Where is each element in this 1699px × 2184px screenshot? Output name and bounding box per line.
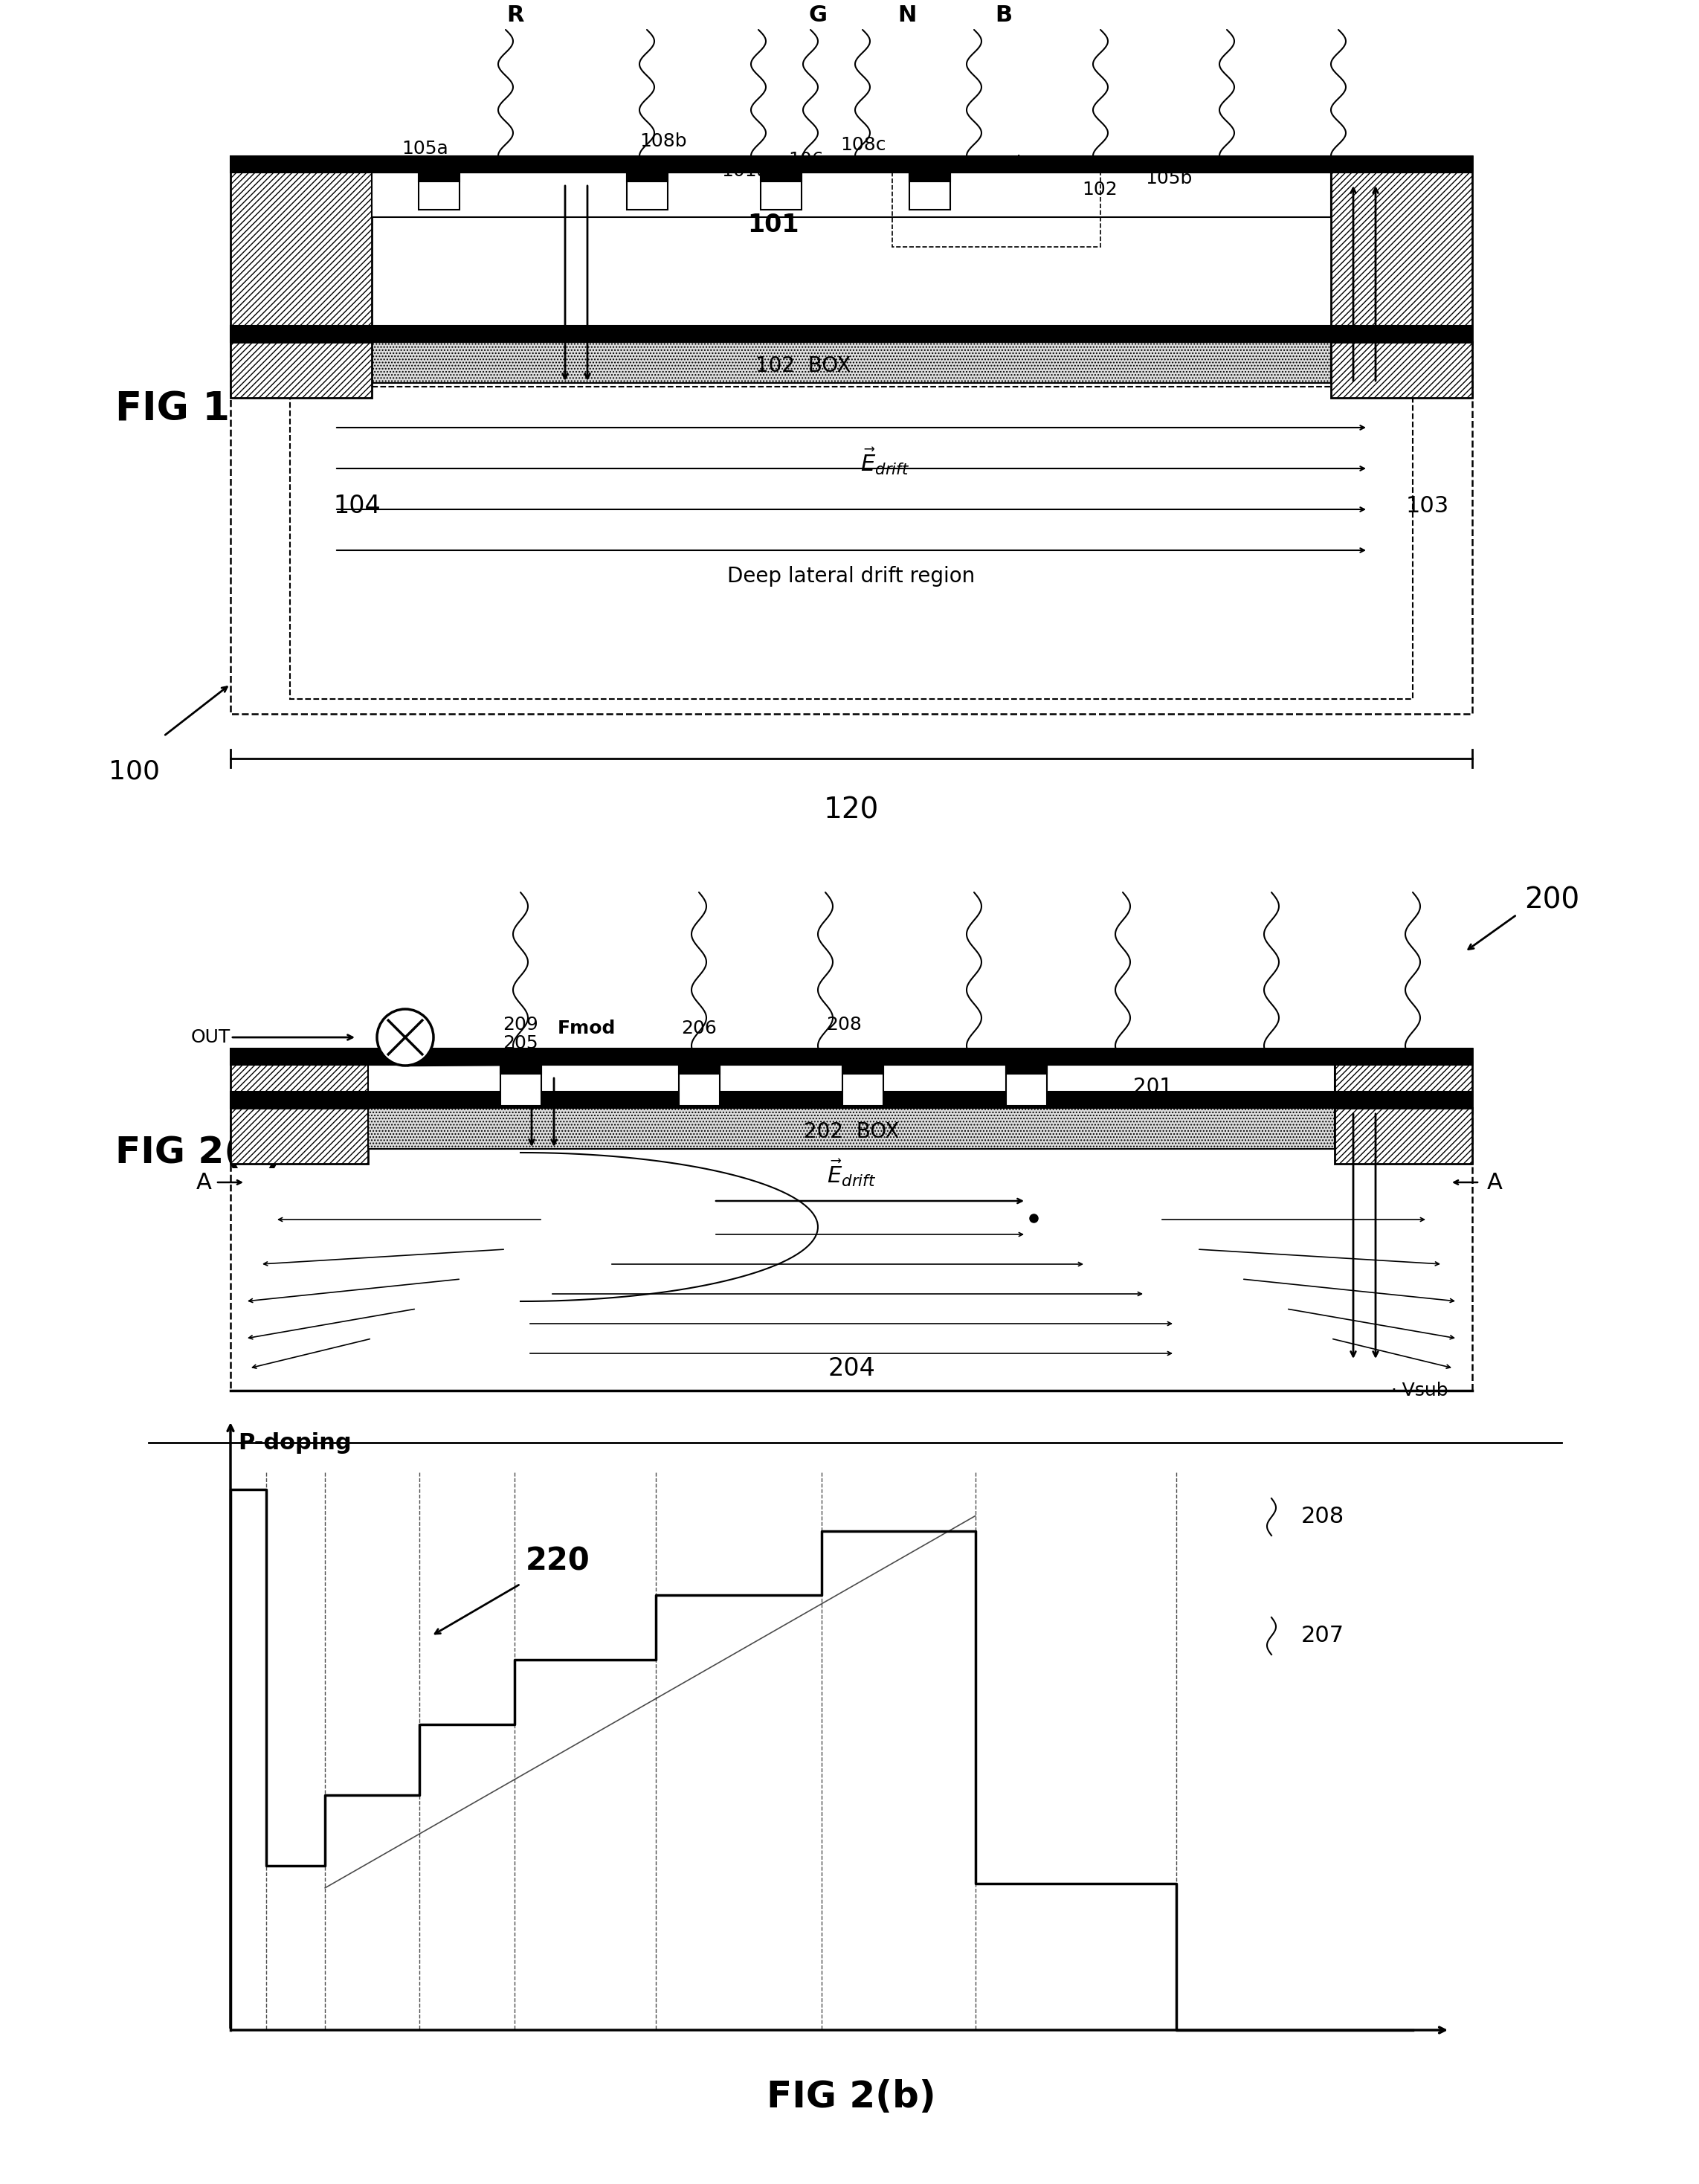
Text: 120: 120: [824, 795, 878, 823]
Bar: [761, 173, 802, 181]
Bar: [761, 173, 802, 210]
Text: 200: 200: [1524, 887, 1580, 913]
Bar: [1006, 1066, 1047, 1105]
Text: ·-Vsub: ·-Vsub: [1390, 1382, 1448, 1400]
Text: 102: 102: [1082, 181, 1118, 199]
Text: 206: 206: [681, 1020, 717, 1037]
Text: 101: 101: [748, 212, 799, 236]
Text: 103: 103: [1407, 496, 1449, 515]
Bar: [909, 173, 950, 181]
Bar: [680, 1066, 720, 1075]
Bar: [231, 343, 1473, 714]
Text: 101d: 101d: [974, 155, 1021, 173]
Bar: [369, 1107, 1335, 1149]
Text: 207: 207: [1301, 1625, 1344, 1647]
Text: 105a: 105a: [401, 140, 449, 157]
Bar: [909, 173, 950, 210]
Bar: [231, 1048, 369, 1107]
Bar: [231, 157, 1473, 173]
Text: 101a: 101a: [722, 162, 768, 179]
Bar: [231, 343, 372, 397]
Text: 208: 208: [1301, 1507, 1344, 1529]
Bar: [231, 325, 1473, 343]
Bar: [372, 343, 1330, 382]
Bar: [1335, 1048, 1473, 1107]
Text: 106: 106: [788, 151, 824, 168]
Bar: [680, 1066, 720, 1105]
Bar: [1335, 1107, 1473, 1164]
Bar: [1006, 1066, 1047, 1075]
Text: 209: 209: [503, 1016, 539, 1033]
Text: R: R: [506, 4, 523, 26]
Text: 102  BOX: 102 BOX: [756, 356, 851, 376]
Text: G: G: [809, 4, 827, 26]
Text: Fmod: Fmod: [557, 1020, 617, 1037]
Bar: [418, 173, 459, 181]
Text: 204: 204: [827, 1356, 875, 1380]
Text: 201: 201: [1133, 1077, 1172, 1099]
Bar: [369, 1066, 1335, 1109]
Bar: [892, 168, 1101, 247]
Text: OUT: OUT: [190, 1029, 231, 1046]
Bar: [627, 173, 668, 181]
Text: $\vec{E}_{drift}$: $\vec{E}_{drift}$: [827, 1158, 877, 1188]
Bar: [501, 1066, 542, 1105]
Text: P-doping: P-doping: [238, 1433, 352, 1452]
Bar: [418, 173, 459, 210]
Text: 105b: 105b: [1145, 170, 1193, 188]
Text: 104: 104: [333, 494, 381, 518]
Text: 208: 208: [826, 1016, 861, 1033]
Text: FIG 2(a): FIG 2(a): [116, 1136, 284, 1171]
Bar: [231, 1107, 1473, 1391]
Bar: [231, 1092, 1473, 1107]
Circle shape: [377, 1009, 433, 1066]
Bar: [372, 173, 1330, 216]
Text: 205: 205: [503, 1035, 539, 1053]
Text: Deep lateral drift region: Deep lateral drift region: [727, 566, 975, 587]
Bar: [291, 387, 1414, 699]
Bar: [501, 1066, 542, 1075]
Bar: [231, 157, 372, 343]
Text: A: A: [197, 1171, 212, 1192]
Text: $\vec{E}_{drift}$: $\vec{E}_{drift}$: [860, 446, 909, 476]
Text: A: A: [1487, 1171, 1502, 1192]
Text: N: N: [897, 4, 916, 26]
Text: FIG 1: FIG 1: [116, 389, 229, 428]
Text: B: B: [996, 4, 1013, 26]
Bar: [627, 173, 668, 210]
Bar: [1330, 157, 1473, 343]
Text: 220: 220: [525, 1546, 590, 1577]
Text: FIG 2(b): FIG 2(b): [766, 2079, 936, 2114]
Text: 202  BOX: 202 BOX: [804, 1120, 899, 1142]
Bar: [843, 1066, 883, 1075]
Text: 108b: 108b: [639, 133, 686, 151]
Text: 108c: 108c: [841, 135, 885, 153]
Bar: [231, 1107, 369, 1164]
Bar: [843, 1066, 883, 1105]
Bar: [1330, 343, 1473, 397]
Bar: [231, 1048, 1473, 1066]
Text: 100: 100: [109, 758, 160, 784]
